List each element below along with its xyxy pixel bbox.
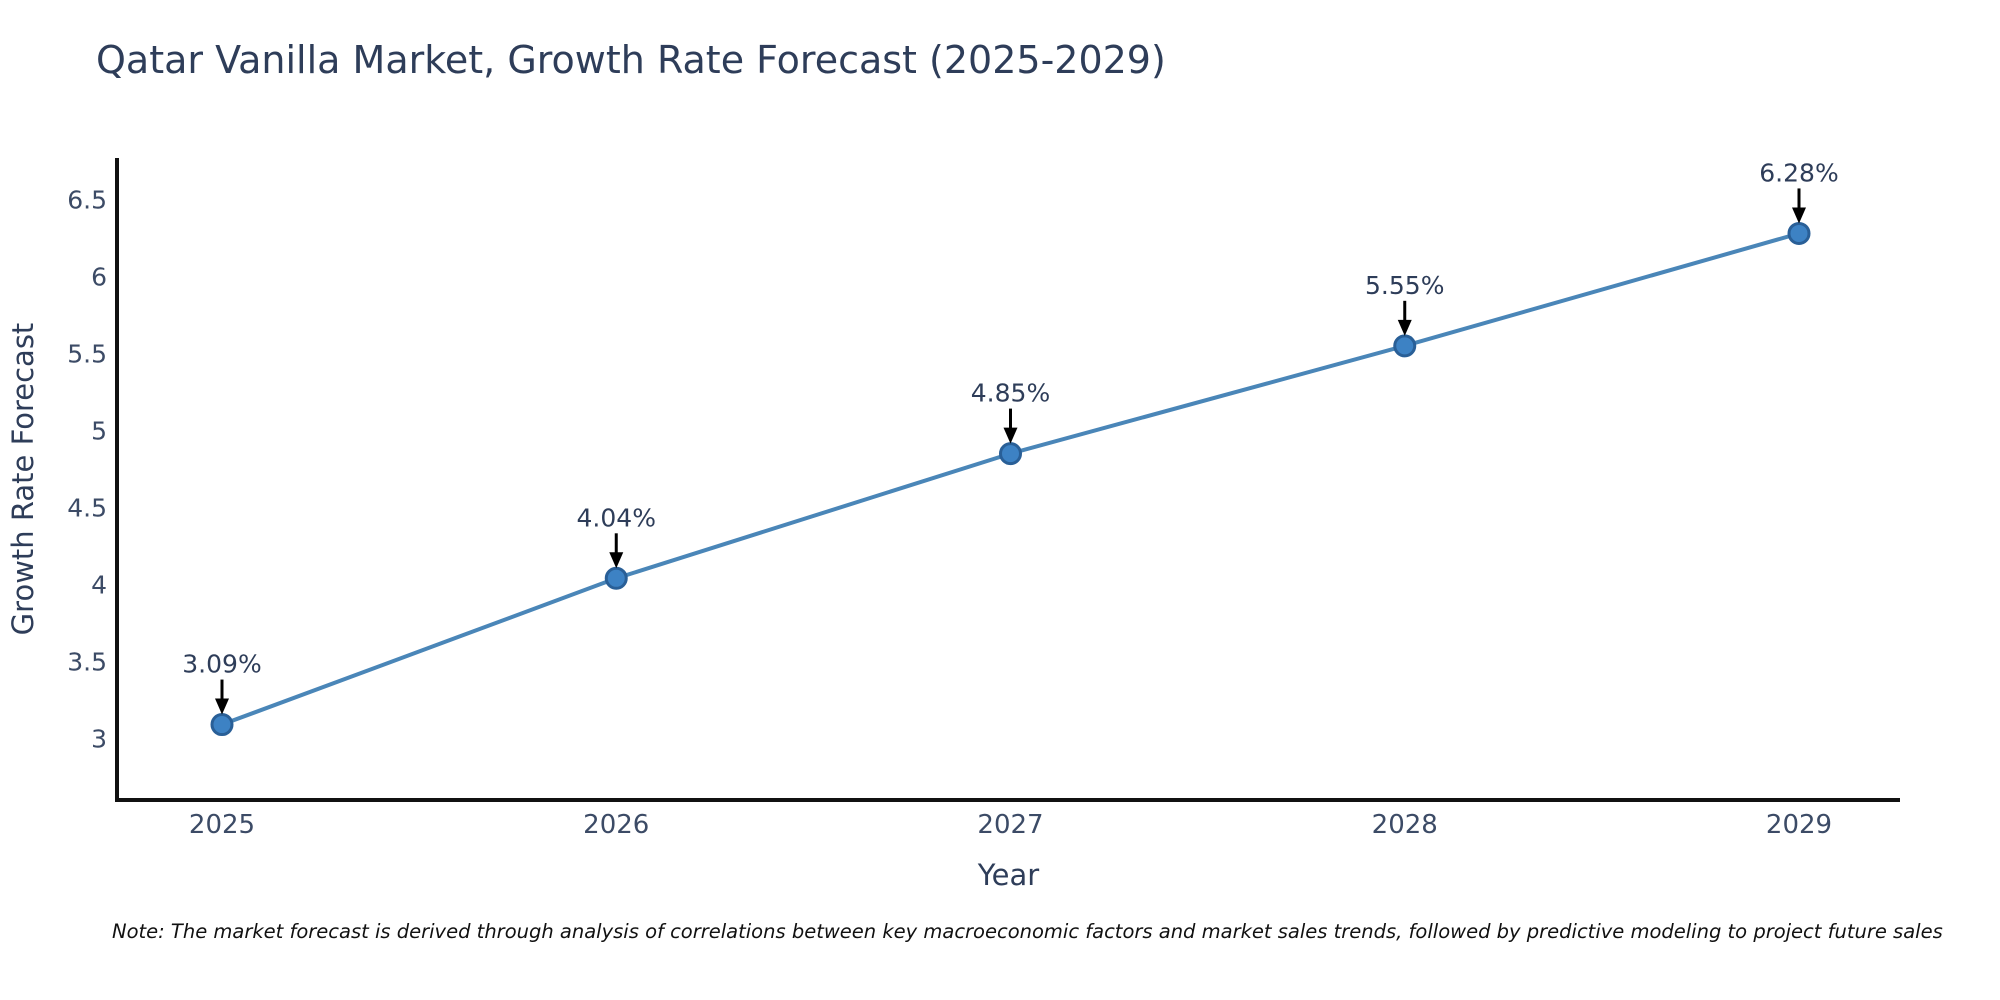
data-point-marker <box>999 442 1022 466</box>
data-point-marker <box>604 566 628 590</box>
point-value-label: 5.55% <box>1365 271 1444 300</box>
x-axis-title: Year <box>977 858 1040 892</box>
y-tick-label: 3 <box>91 724 107 753</box>
x-tick-label: 2026 <box>583 810 649 840</box>
point-value-label: 4.04% <box>577 503 656 532</box>
chart-title: Qatar Vanilla Market, Growth Rate Foreca… <box>96 38 1166 82</box>
x-tick-label: 2027 <box>977 810 1043 840</box>
annotation-arrowhead <box>1397 319 1412 336</box>
data-point-marker <box>210 713 234 737</box>
x-tick-label: 2025 <box>189 810 255 840</box>
y-tick-label: 4.5 <box>67 493 107 522</box>
y-tick-label: 4 <box>91 570 107 599</box>
data-point-marker <box>1787 221 1811 245</box>
y-tick-label: 5 <box>91 417 107 446</box>
x-tick-label: 2029 <box>1766 810 1832 840</box>
annotation-arrowhead <box>215 698 229 715</box>
y-tick-label: 3.5 <box>67 647 107 676</box>
point-value-label: 4.85% <box>971 379 1050 408</box>
annotation-arrowhead <box>609 552 624 569</box>
annotation-arrowhead <box>1792 207 1806 224</box>
point-value-label: 6.28% <box>1759 158 1838 187</box>
annotation-arrowhead <box>1003 427 1018 444</box>
x-tick-label: 2028 <box>1372 810 1438 840</box>
y-tick-label: 6 <box>91 263 107 292</box>
y-tick-label: 6.5 <box>67 186 107 215</box>
trend-line <box>220 231 1801 727</box>
point-value-label: 3.09% <box>182 650 261 679</box>
data-point-marker <box>1393 334 1417 358</box>
y-tick-label: 5.5 <box>67 340 107 369</box>
footnote: Note: The market forecast is derived thr… <box>112 920 1943 943</box>
